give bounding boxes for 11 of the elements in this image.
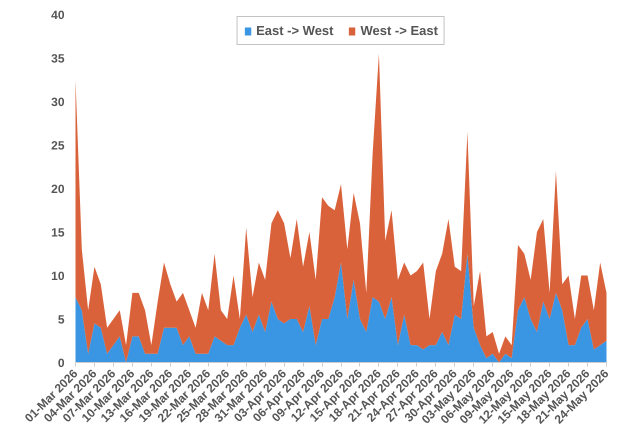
y-tick-label: 5 [58,312,65,326]
y-tick-label: 40 [51,8,65,22]
y-tick-label: 10 [51,269,65,283]
y-tick-label: 0 [58,356,65,370]
legend-label: West -> East [360,23,438,38]
y-tick-label: 20 [51,182,65,196]
y-tick-label: 35 [51,52,65,66]
legend-label: East -> West [256,23,334,38]
y-tick-label: 30 [51,95,65,109]
y-tick-label: 15 [51,226,65,240]
y-tick-label: 25 [51,138,65,152]
